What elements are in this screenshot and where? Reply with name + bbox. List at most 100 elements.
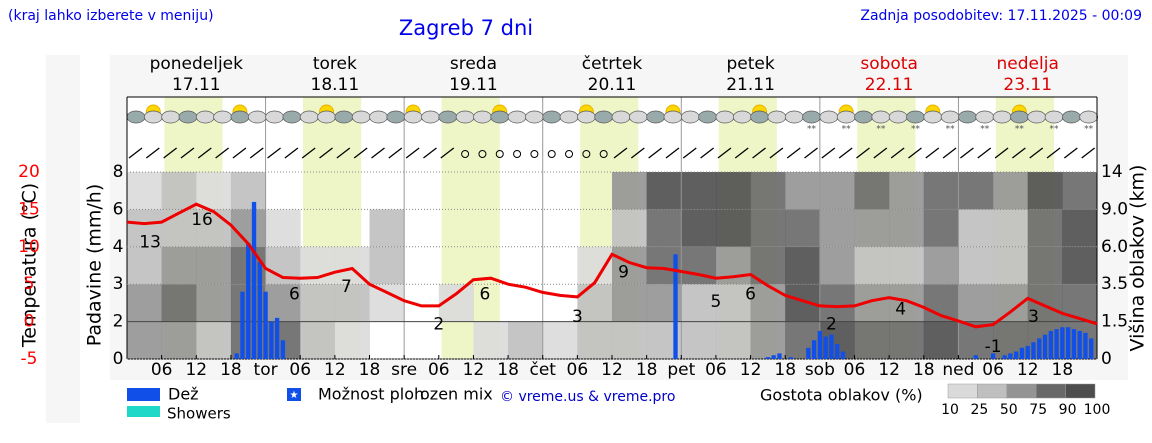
cloud-icon [1062, 110, 1081, 124]
cloud-tick-label: 6.0 [1101, 237, 1128, 257]
precip-bar [765, 357, 771, 359]
precip-bar [829, 334, 834, 359]
precip-bar [990, 353, 996, 359]
x-tick-label: 12 [601, 360, 623, 380]
calm-icon [565, 150, 574, 158]
left-panel [46, 55, 80, 423]
cloud-cell [161, 284, 197, 322]
precip-bar [835, 344, 840, 359]
cloud-cell [612, 284, 648, 322]
wind-barb [717, 147, 732, 159]
cloud-icon [559, 110, 579, 124]
day-name: ponedeljek [150, 54, 244, 74]
calm-icon [599, 150, 608, 158]
cloud-cell [369, 209, 405, 247]
y-tick-label: -5 [21, 349, 38, 369]
cloud-cell [750, 172, 786, 210]
precip-bar [1002, 355, 1007, 359]
x-tick-label: 18 [359, 360, 381, 380]
precip-bar [840, 351, 846, 359]
wind-barb [786, 147, 801, 159]
precip-bar [973, 355, 978, 359]
wind-barb [700, 147, 715, 159]
precip-bar [1008, 353, 1013, 359]
temperature-label: 6 [289, 285, 300, 305]
density-tick-label: 10 [941, 402, 959, 418]
precip-bar [817, 330, 823, 359]
wind-barb [180, 147, 195, 159]
cloud-cell [161, 209, 197, 247]
cloud-cell [127, 284, 163, 322]
cloud-cell [577, 321, 613, 359]
cloud-cell [785, 209, 821, 247]
precip-tick-label: 3 [113, 274, 124, 294]
cloud-cell [369, 246, 405, 285]
cloud-cell [127, 209, 163, 247]
cloud-icon [767, 110, 787, 124]
density-tick-label: 100 [1084, 402, 1111, 418]
calm-icon [530, 150, 539, 158]
cloud-cell [369, 284, 405, 322]
cloud-cell [542, 321, 578, 359]
cloud-cell [161, 172, 197, 210]
x-tick-label: 18 [220, 360, 242, 380]
precip-bar [257, 261, 262, 359]
day-date: 22.11 [865, 75, 914, 95]
cloud-cell [785, 246, 821, 285]
snow-icon: ** [842, 125, 852, 135]
x-tick-label: 06 [705, 360, 727, 380]
wind-barb [163, 147, 178, 159]
wind-barb [856, 147, 870, 159]
cloud-cell [715, 209, 752, 247]
x-tick-label: 12 [324, 360, 346, 380]
precip-bar [251, 201, 257, 359]
wind-barb [423, 147, 437, 159]
precip-bar [777, 353, 782, 359]
cloud-cell [1027, 284, 1063, 322]
cloud-cell [819, 172, 855, 210]
cloud-icon [438, 110, 458, 124]
cloud-cell [265, 209, 301, 247]
wind-barb [890, 147, 905, 159]
precip-tick-label: 2 [113, 312, 124, 332]
y-tick-label: 0 [24, 312, 35, 332]
cloud-cell [508, 321, 544, 359]
temperature-label: 6 [480, 285, 491, 305]
cloud-icon [403, 110, 423, 124]
temperature-label: 6 [745, 285, 756, 305]
precip-bar [1065, 327, 1071, 359]
cloud-cell [681, 172, 717, 210]
cloud-icon [213, 110, 232, 124]
x-tick-label: 18 [636, 360, 658, 380]
cloud-cell [230, 172, 267, 210]
cloud-cell [196, 209, 232, 247]
calm-icon [582, 150, 591, 158]
density-tick-label: 50 [1000, 402, 1018, 418]
x-tick-label: 06 [982, 360, 1004, 380]
cloud-axis-label: Višina oblakov (km) [1127, 165, 1149, 352]
temperature-label: 9 [618, 262, 629, 282]
cloud-icon [611, 110, 631, 124]
cloud-cell [923, 172, 959, 210]
cloud-icon [455, 110, 475, 124]
cloud-icon [992, 110, 1012, 124]
precip-bar [811, 340, 817, 359]
x-tick-label: 18 [913, 360, 935, 380]
cloud-icon [334, 110, 354, 124]
wind-barb [301, 147, 316, 159]
wind-barb [925, 147, 940, 159]
x-tick-label: 06 [844, 360, 866, 380]
snow-icon: ** [946, 125, 956, 135]
x-tick-label: 12 [740, 360, 762, 380]
precip-bar [1031, 342, 1036, 359]
density-swatch [1006, 383, 1037, 399]
cloud-icon [923, 110, 943, 124]
day-name: petek [726, 54, 774, 74]
density-swatch [947, 383, 978, 399]
temperature-label: 2 [433, 315, 444, 335]
wind-barb [821, 147, 836, 159]
temperature-label: 3 [572, 307, 583, 327]
cloud-cell [196, 321, 232, 359]
precip-bar [806, 347, 811, 359]
cloud-icon [663, 110, 683, 124]
